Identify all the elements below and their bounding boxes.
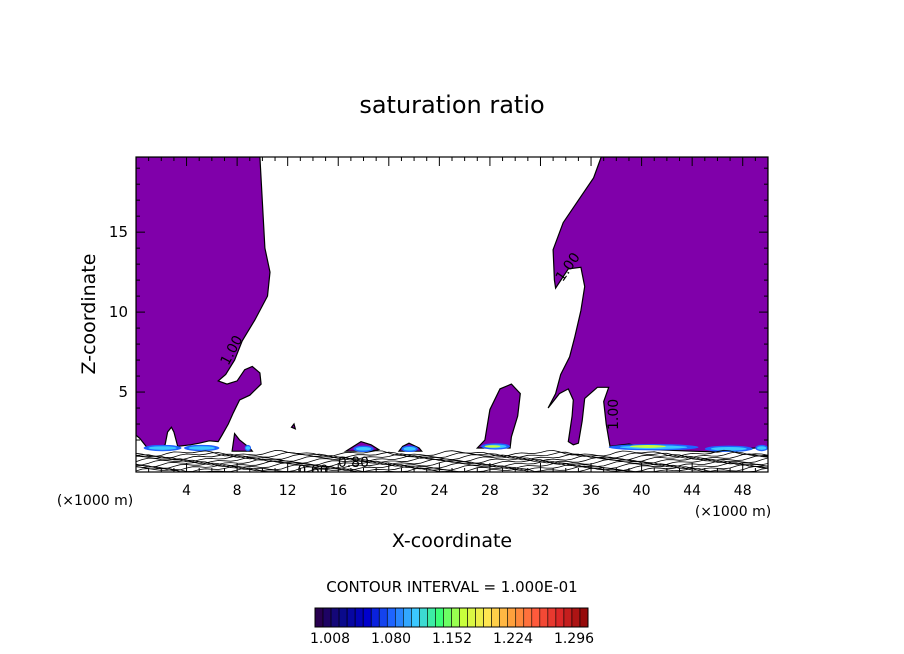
saturated-region (290, 422, 297, 430)
colorbar-swatch (403, 607, 412, 628)
colorbar-swatch (555, 607, 565, 628)
colorbar-swatch (475, 607, 484, 628)
contour-interval-label: CONTOUR INTERVAL = 1.000E-01 (326, 578, 577, 596)
colorbar: 1.008 1.080 1.152 1.224 1.296 (310, 607, 594, 647)
colorbar-swatch (338, 607, 348, 628)
colorbar-swatch (459, 607, 468, 628)
colorbar-swatch (539, 607, 549, 628)
x-tick-label: 12 (279, 483, 297, 499)
colorbar-swatch (467, 607, 476, 628)
colorbar-swatch (563, 607, 573, 628)
colorbar-swatch (330, 607, 340, 628)
colorbar-swatch (499, 607, 509, 628)
colorbar-tick-label: 1.080 (371, 631, 411, 647)
x-tick-label: 24 (430, 483, 448, 499)
supersaturation-band (148, 446, 177, 450)
saturated-region (547, 157, 768, 453)
colorbar-swatch (531, 607, 541, 628)
x-tick-label: 40 (633, 483, 651, 499)
contour-label: 1.00 (606, 399, 622, 430)
saturated-region (136, 157, 271, 451)
colorbar-swatch (515, 607, 525, 628)
colorbar-swatch (378, 607, 388, 628)
x-axis-label: X-coordinate (392, 530, 512, 552)
colorbar-swatch (362, 607, 372, 628)
x-tick-label: 44 (683, 483, 701, 499)
x-tick-label: 20 (380, 483, 398, 499)
x-tick-label: 4 (182, 483, 191, 499)
colorbar-swatch (346, 607, 356, 628)
x-tick-label: 48 (734, 483, 752, 499)
supersaturation-band (710, 447, 747, 451)
saturated-region (475, 383, 521, 449)
colorbar-tick-label: 1.296 (554, 631, 594, 647)
chart-title: saturation ratio (359, 91, 544, 119)
supersaturation-peak (484, 445, 501, 448)
supersaturation-band (245, 446, 251, 450)
colorbar-swatch (571, 607, 581, 628)
colorbar-tick-label: 1.224 (493, 631, 533, 647)
contour-line (136, 462, 768, 470)
colorbar-swatch (370, 607, 380, 628)
colorbar-swatch (507, 607, 517, 628)
y-axis-label: Z-coordinate (78, 254, 100, 375)
colorbar-swatch (579, 607, 589, 628)
x-tick-label: 8 (233, 483, 242, 499)
x-tick-label: 32 (532, 483, 550, 499)
colorbar-swatch (419, 607, 428, 628)
colorbar-swatch (427, 607, 436, 628)
colorbar-swatch (386, 607, 396, 628)
colorbar-swatch (394, 607, 404, 628)
colorbar-swatch (411, 607, 420, 628)
supersaturation-band (756, 446, 767, 450)
supersaturation-band (403, 447, 416, 451)
colorbar-swatch (547, 607, 557, 628)
contour-label: 0.80 (338, 455, 369, 471)
colorbar-swatch (451, 607, 460, 628)
colorbar-tick-label: 1.152 (432, 631, 472, 647)
supersaturation-band (188, 446, 215, 450)
plot-area: 1.001.001.000.800.604 8 12 16 20 24 28 32 36 40 44… (109, 156, 769, 499)
colorbar-swatch (354, 607, 364, 628)
colorbar-swatch (435, 607, 444, 628)
x-unit-label: (×1000 m) (57, 493, 133, 509)
x-tick-label: 16 (329, 483, 347, 499)
y-tick-label: 15 (109, 223, 128, 241)
contour-line (136, 449, 768, 458)
contour-field: 1.001.001.000.800.60 (136, 157, 768, 479)
y-unit-label: (×1000 m) (695, 504, 771, 520)
y-tick-label: 5 (118, 383, 128, 401)
colorbar-swatch (491, 607, 500, 628)
supersaturation-peak (629, 445, 666, 448)
x-tick-label: 28 (481, 483, 499, 499)
contour-line (136, 458, 768, 466)
colorbar-swatch (322, 607, 332, 628)
contour-label: 0.60 (297, 463, 328, 479)
x-tick-label: 36 (582, 483, 600, 499)
colorbar-tick-label: 1.008 (310, 631, 350, 647)
colorbar-swatch (443, 607, 452, 628)
colorbar-frame (314, 607, 589, 628)
colorbar-swatch (523, 607, 533, 628)
y-tick-label: 10 (109, 303, 128, 321)
supersaturation-band (355, 447, 372, 451)
colorbar-swatch (314, 607, 324, 628)
colorbar-swatch (483, 607, 492, 628)
contour-line (136, 456, 768, 465)
